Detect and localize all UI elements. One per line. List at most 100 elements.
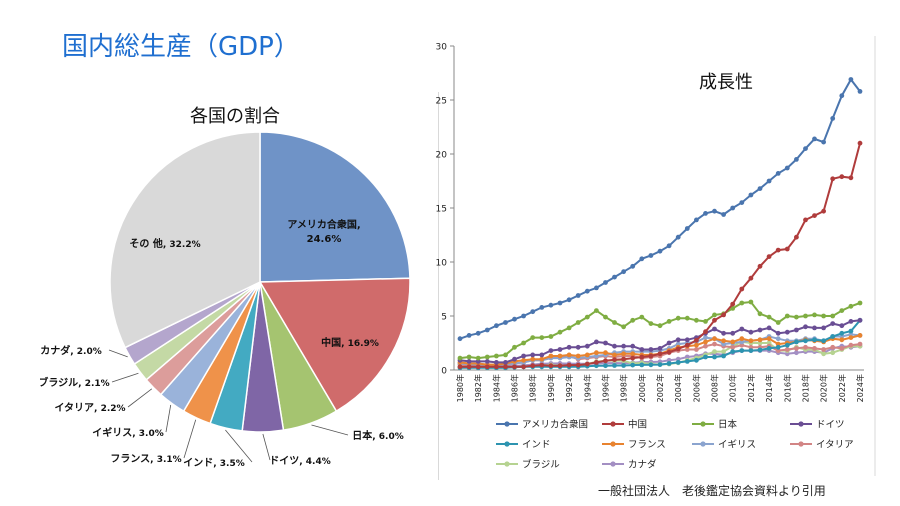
x-tick-label-22: 2024年	[855, 374, 865, 402]
data-point-3-24	[675, 337, 681, 343]
data-point-8-29	[721, 349, 726, 354]
data-point-2-8	[530, 335, 536, 340]
x-tick-label-4: 1988年	[528, 374, 538, 402]
data-point-5-42	[839, 337, 845, 343]
data-point-7-41	[830, 344, 836, 350]
data-point-0-44	[857, 89, 863, 94]
y-tick-label-0: 0	[441, 367, 447, 377]
y-tick-label-3: 15	[436, 205, 447, 215]
data-point-4-15	[594, 363, 599, 369]
pie-label-name-9: カナダ	[40, 344, 70, 357]
data-point-7-35	[775, 348, 781, 353]
legend-swatch-marker-7	[798, 441, 804, 447]
data-point-3-15	[594, 339, 599, 345]
data-point-3-37	[794, 327, 799, 333]
data-point-5-14	[584, 352, 590, 358]
data-point-4-22	[657, 362, 663, 367]
data-point-7-30	[730, 344, 736, 350]
data-point-1-0	[457, 364, 463, 370]
data-point-4-18	[621, 363, 626, 368]
data-point-3-34	[766, 325, 772, 331]
data-point-0-28	[712, 208, 717, 214]
data-point-8-41	[830, 350, 836, 356]
data-point-4-34	[766, 346, 772, 351]
data-point-2-22	[657, 323, 663, 329]
line-chart-title: 成長性	[699, 72, 753, 93]
data-point-1-43	[848, 175, 854, 181]
data-point-1-17	[612, 357, 617, 363]
data-point-3-8	[530, 352, 536, 358]
data-point-0-17	[612, 274, 617, 280]
data-point-7-31	[739, 342, 745, 348]
data-point-3-22	[657, 346, 663, 351]
data-point-8-40	[821, 351, 826, 357]
data-point-6-35	[775, 336, 781, 342]
data-point-0-11	[557, 300, 563, 306]
data-point-2-11	[557, 329, 563, 335]
data-point-2-27	[703, 319, 708, 324]
data-point-5-32	[748, 338, 754, 344]
x-tick-label-20: 2020年	[819, 374, 829, 402]
data-point-4-24	[675, 360, 681, 365]
data-point-0-25	[684, 226, 690, 231]
data-point-7-32	[748, 344, 754, 350]
pie-leader-line-9	[108, 349, 128, 358]
data-point-1-37	[794, 234, 799, 240]
legend-label-3: ドイツ	[816, 420, 845, 431]
data-point-3-14	[584, 343, 590, 349]
legend-item-0: アメリカ合衆国	[496, 419, 588, 431]
data-point-0-9	[539, 305, 545, 310]
series-2	[457, 299, 863, 361]
data-point-2-18	[621, 324, 626, 330]
legend-item-4: インド	[496, 440, 551, 451]
data-point-0-29	[721, 212, 726, 217]
pie-label-value-1: , 16.9%	[341, 339, 379, 349]
data-point-4-37	[794, 339, 799, 345]
data-point-3-17	[612, 343, 617, 349]
data-point-1-25	[684, 342, 690, 348]
data-point-2-36	[784, 313, 790, 319]
data-point-3-1	[466, 359, 472, 364]
data-point-0-33	[757, 186, 763, 192]
data-point-1-42	[839, 174, 845, 180]
data-point-4-36	[784, 342, 790, 348]
data-point-5-11	[557, 353, 563, 359]
legend-label-7: イタリア	[816, 440, 854, 451]
pie-label-name-3: ドイツ	[269, 455, 299, 467]
pie-label-name-4: インド	[183, 457, 213, 469]
data-point-2-4	[494, 353, 499, 359]
data-point-5-34	[766, 336, 772, 342]
source-citation: 一般社団法人 老後鑑定協会資料より引用	[598, 484, 826, 498]
data-point-2-17	[612, 320, 617, 325]
x-tick-label-9: 1998年	[619, 374, 629, 402]
data-point-4-39	[812, 337, 817, 343]
data-point-2-9	[539, 335, 545, 340]
data-point-4-23	[666, 361, 672, 366]
data-point-3-41	[830, 321, 836, 326]
data-point-1-26	[694, 337, 699, 343]
pie-title: 各国の割合	[190, 106, 280, 127]
data-point-3-6	[512, 356, 517, 362]
data-point-0-7	[521, 313, 526, 319]
data-point-2-3	[484, 354, 490, 360]
data-point-5-43	[848, 335, 854, 340]
y-tick-label-6: 30	[436, 43, 448, 53]
pie-chart-panel: 各国の割合 アメリカ合衆国, 24.6% 中国, 16.9% 日本, 6.0% ドイツ, …	[40, 92, 439, 480]
series-line-1	[460, 142, 861, 368]
legend-label-4: インド	[522, 440, 551, 451]
data-point-0-16	[603, 280, 608, 285]
pie-data-label-4: インド, 3.5%	[183, 457, 245, 469]
data-point-2-21	[648, 321, 654, 326]
data-point-3-19	[630, 343, 636, 349]
data-point-3-9	[539, 352, 545, 358]
data-point-1-24	[675, 346, 681, 352]
data-point-4-16	[603, 363, 608, 369]
data-point-1-39	[812, 213, 817, 219]
data-point-3-36	[784, 329, 790, 335]
data-point-0-37	[794, 157, 799, 162]
data-point-1-40	[821, 208, 826, 214]
pie-leader-line-6	[165, 404, 172, 433]
data-point-6-29	[721, 341, 726, 347]
data-point-3-16	[603, 340, 608, 346]
